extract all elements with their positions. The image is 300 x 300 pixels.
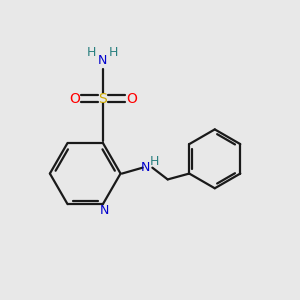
Text: H: H xyxy=(109,46,118,59)
Text: N: N xyxy=(100,204,109,217)
Text: S: S xyxy=(98,92,107,106)
Text: H: H xyxy=(86,46,96,59)
Text: N: N xyxy=(98,54,108,67)
Text: O: O xyxy=(126,92,137,106)
Text: N: N xyxy=(141,161,150,174)
Text: O: O xyxy=(69,92,80,106)
Text: H: H xyxy=(150,155,159,168)
